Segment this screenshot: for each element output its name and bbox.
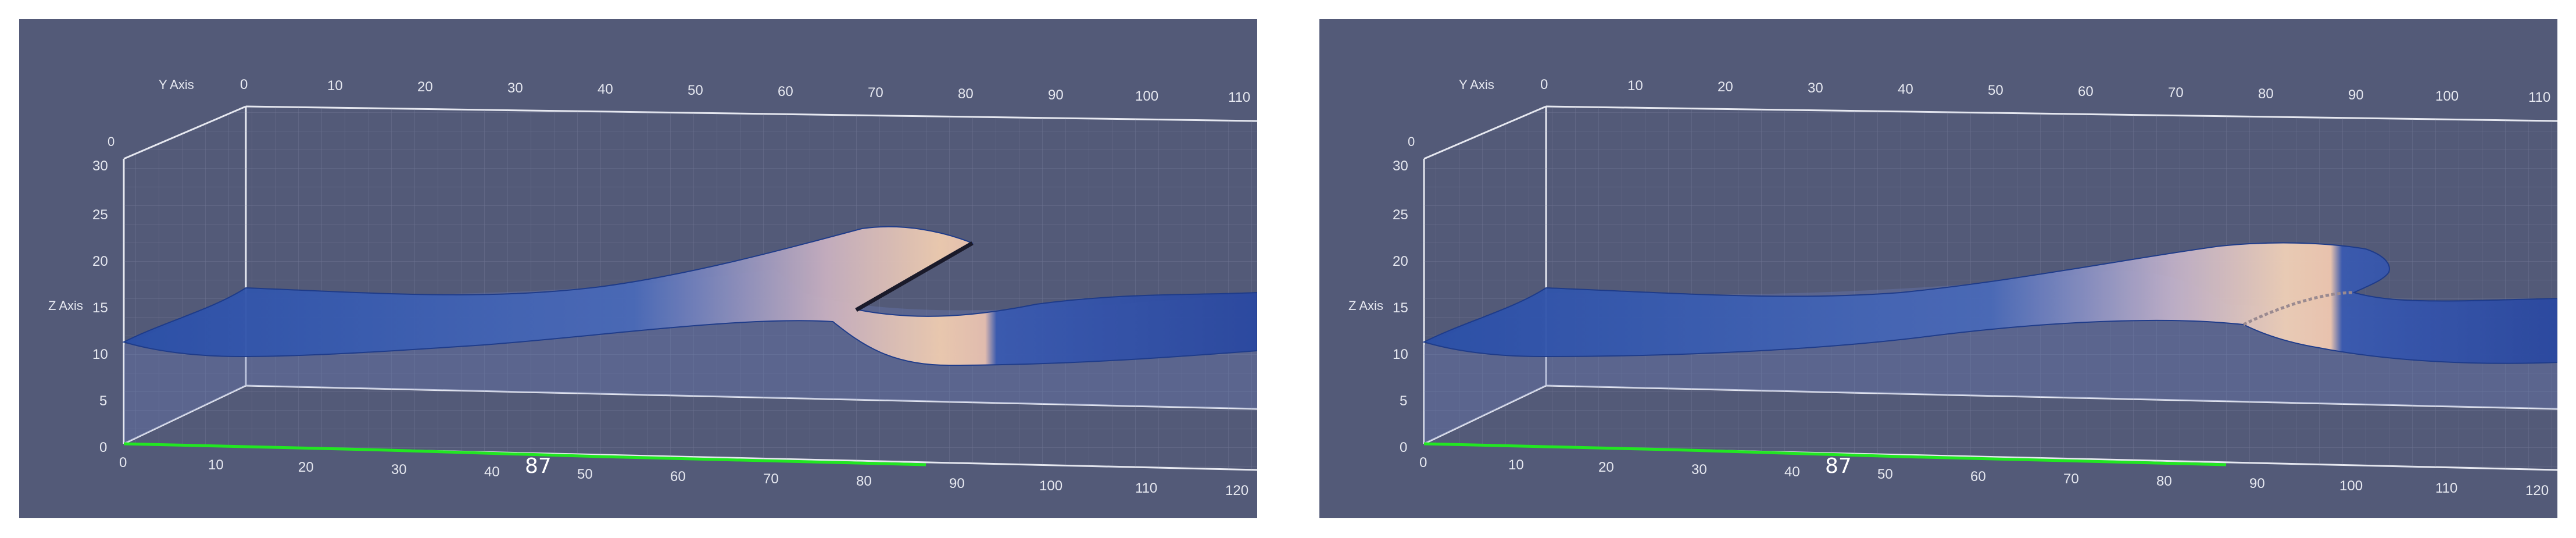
scene-3d-right[interactable]: Y Axis Z Axis 0 0 10 20 30 40 50 60 70 8… <box>1319 19 2557 518</box>
x-tick: 80 <box>856 473 872 489</box>
y-tick: 10 <box>1627 78 1643 94</box>
x-tick: 20 <box>1598 459 1614 475</box>
y-tick: 110 <box>1228 90 1250 105</box>
z-tick: 5 <box>1400 393 1407 409</box>
x-tick: 110 <box>2435 480 2457 496</box>
x-tick: 30 <box>391 462 407 478</box>
z-top-label: 0 <box>108 134 115 149</box>
z-tick: 10 <box>92 347 108 362</box>
scene-3d-left[interactable]: Y Axis Z Axis 0 0 10 20 30 40 50 60 70 8… <box>19 19 1257 518</box>
y-tick: 50 <box>688 83 703 98</box>
y-tick: 10 <box>327 78 343 94</box>
z-tick: 15 <box>92 300 108 316</box>
z-tick: 20 <box>92 254 108 269</box>
probe-value: 87 <box>525 454 552 478</box>
y-tick: 70 <box>868 85 883 101</box>
z-axis-label: Z Axis <box>1348 298 1383 313</box>
probe-value: 87 <box>1825 454 1852 478</box>
x-tick: 100 <box>2339 478 2363 494</box>
x-tick: 70 <box>763 471 779 487</box>
y-tick: 70 <box>2168 85 2184 101</box>
y-tick: 100 <box>1135 88 1158 104</box>
z-tick: 0 <box>99 440 107 455</box>
x-tick: 10 <box>1508 457 1524 473</box>
z-ticks: 0 5 10 15 20 25 30 <box>1393 158 1408 455</box>
y-tick: 80 <box>2258 86 2274 102</box>
x-tick: 120 <box>1225 483 1248 498</box>
y-axis-label: Y Axis <box>1459 77 1494 92</box>
water-surface <box>1422 242 2557 364</box>
z-tick: 30 <box>1393 158 1408 174</box>
x-tick: 60 <box>670 469 686 484</box>
y-tick: 20 <box>417 79 433 95</box>
z-axis-label: Z Axis <box>48 298 83 313</box>
x-tick: 40 <box>1784 464 1800 480</box>
z-tick: 25 <box>1393 207 1408 223</box>
y-tick: 30 <box>1808 80 1823 96</box>
grid-floor <box>1424 386 2557 470</box>
y-tick: 60 <box>2078 84 2094 99</box>
y-tick: 100 <box>2435 88 2459 104</box>
x-tick: 100 <box>1039 478 1062 494</box>
x-tick: 80 <box>2156 473 2172 489</box>
z-top-label: 0 <box>1408 134 1415 149</box>
x-tick: 0 <box>1419 455 1427 471</box>
x-tick: 50 <box>1877 466 1893 482</box>
y-tick: 30 <box>507 80 523 96</box>
wave-crest-edge <box>2242 291 2355 326</box>
x-tick: 120 <box>2525 483 2549 498</box>
y-tick: 50 <box>1988 83 2003 98</box>
x-tick: 70 <box>2063 471 2079 487</box>
z-tick: 0 <box>1400 440 1407 455</box>
y-tick: 80 <box>958 86 974 102</box>
y-tick: 0 <box>240 77 248 92</box>
x-tick: 110 <box>1135 480 1157 496</box>
x-tick: 10 <box>208 457 224 473</box>
grid-side-wall <box>1424 106 1546 444</box>
y-tick: 110 <box>2528 90 2550 105</box>
x-tick: 50 <box>577 466 593 482</box>
x-tick: 60 <box>1970 469 1986 484</box>
y-tick: 60 <box>778 84 793 99</box>
y-axis-label: Y Axis <box>159 77 194 92</box>
y-tick: 90 <box>1048 87 1064 103</box>
y-tick: 90 <box>2348 87 2364 103</box>
z-tick: 5 <box>99 393 107 409</box>
z-tick: 15 <box>1393 300 1408 316</box>
x-tick: 20 <box>298 459 314 475</box>
wave-crest-edge <box>855 241 974 312</box>
x-tick: 0 <box>119 455 127 471</box>
x-ticks: 0 10 20 30 40 50 60 70 80 90 100 110 120 <box>119 455 1248 498</box>
render-view-left[interactable]: Y Axis Z Axis 0 0 10 20 30 40 50 60 70 8… <box>19 19 1257 518</box>
render-view-right[interactable]: Y Axis Z Axis 0 0 10 20 30 40 50 60 70 8… <box>1319 19 2557 518</box>
z-tick: 20 <box>1393 254 1408 269</box>
y-ticks: 0 10 20 30 40 50 60 70 80 90 100 110 <box>1540 77 2550 105</box>
y-tick: 40 <box>1898 81 1913 97</box>
x-ticks: 0 10 20 30 40 50 60 70 80 90 100 110 120 <box>1419 455 2549 498</box>
y-tick: 0 <box>1540 77 1548 92</box>
y-tick: 40 <box>598 81 613 97</box>
grid-floor <box>124 386 1257 470</box>
grid-side-wall <box>124 106 246 444</box>
y-tick: 20 <box>1718 79 1733 95</box>
x-tick: 30 <box>1691 462 1707 478</box>
x-tick: 90 <box>949 476 965 491</box>
z-tick: 10 <box>1393 347 1408 362</box>
z-tick: 25 <box>92 207 108 223</box>
probe-line <box>1423 442 2227 466</box>
z-tick: 30 <box>92 158 108 174</box>
probe-line <box>123 442 926 466</box>
x-tick: 90 <box>2249 476 2265 491</box>
z-ticks: 0 5 10 15 20 25 30 <box>92 158 108 455</box>
water-surface <box>122 226 1257 366</box>
y-ticks: 0 10 20 30 40 50 60 70 80 90 100 110 <box>240 77 1250 105</box>
x-tick: 40 <box>484 464 500 480</box>
